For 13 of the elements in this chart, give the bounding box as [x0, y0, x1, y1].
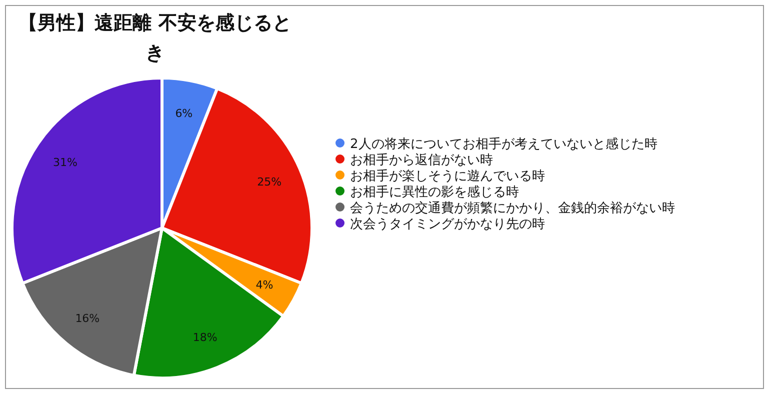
legend-label: 2人の将来についてお相手が考えていないと感じた時: [350, 137, 658, 152]
legend-label: お相手が楽しそうに遊んでいる時: [350, 169, 545, 184]
legend-label: 会うための交通費が頻繁にかかり、金銭的余裕がない時: [350, 200, 675, 216]
data-label: 6%: [175, 107, 193, 120]
data-label: 4%: [256, 278, 274, 292]
legend-label: お相手から返信がない時: [350, 153, 493, 168]
data-label: 18%: [192, 330, 218, 344]
data-label: 31%: [53, 156, 78, 170]
chart-title: 【男性】遠距離 不安を感じるとき: [18, 11, 292, 66]
data-label: 25%: [257, 176, 282, 189]
legend-label: 次会うタイミングがかなり先の時: [350, 217, 545, 232]
legend-label: お相手に異性の影を感じる時: [350, 185, 519, 200]
data-label: 16%: [75, 312, 100, 326]
